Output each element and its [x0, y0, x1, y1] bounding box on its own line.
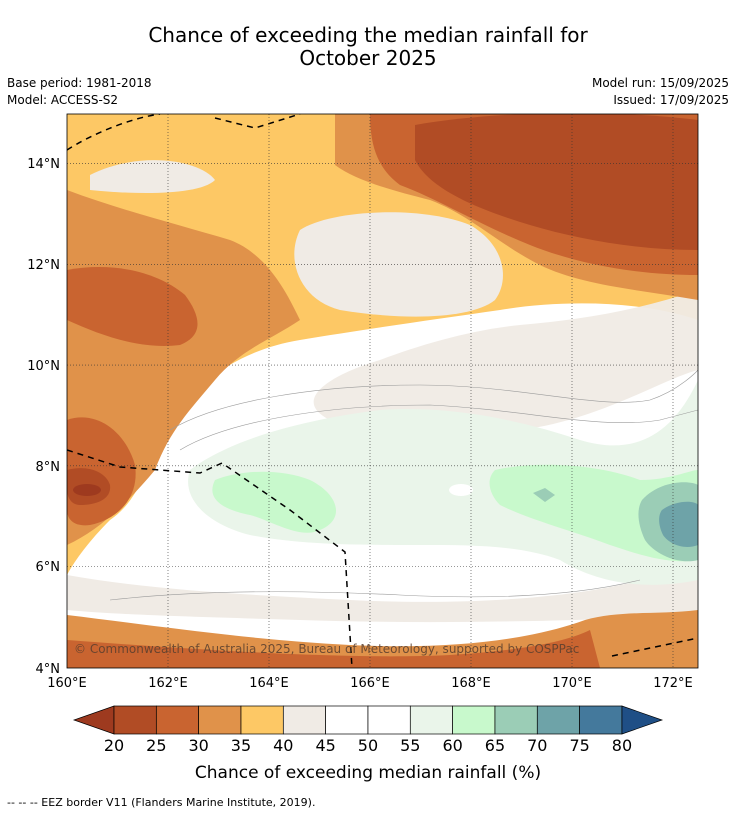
- lon-label-160e: 160°E: [47, 676, 87, 691]
- chart-title-line1: Chance of exceeding the median rainfall …: [148, 23, 588, 47]
- colorbar-tick-label: 45: [315, 736, 335, 755]
- colorbar-segment: [240, 705, 284, 735]
- lon-label-166e: 166°E: [350, 676, 390, 691]
- colorbar-segment: [113, 705, 157, 735]
- colorbar-tick-label: 40: [273, 736, 293, 755]
- colorbar-extend-high: [621, 705, 664, 735]
- colorbar-segment: [494, 705, 538, 735]
- colorbar-tick-label: 20: [104, 736, 124, 755]
- issued-date-text: Issued: 17/09/2025: [613, 93, 729, 107]
- colorbar-segment: [325, 705, 369, 735]
- lon-label-164e: 164°E: [249, 676, 289, 691]
- lat-label-14n: 14°N: [27, 157, 60, 172]
- lat-label-8n: 8°N: [36, 460, 61, 475]
- colorbar-segment: [452, 705, 496, 735]
- colorbar-segment: [198, 705, 242, 735]
- colorbar-segment: [536, 705, 580, 735]
- lat-label-10n: 10°N: [27, 359, 60, 374]
- colorbar-tick-label: 55: [400, 736, 420, 755]
- colorbar-tick-label: 25: [146, 736, 166, 755]
- colorbar-segment: [155, 705, 200, 735]
- colorbar-label: Chance of exceeding median rainfall (%): [195, 763, 541, 783]
- colorbar-tick-label: 60: [442, 736, 462, 755]
- lon-label-162e: 162°E: [148, 676, 188, 691]
- colorbar-tick-label: 80: [612, 736, 632, 755]
- colorbar-tick-label: 50: [358, 736, 378, 755]
- chart-title-line2: October 2025: [299, 46, 437, 70]
- colorbar-tick-label: 35: [231, 736, 251, 755]
- colorbar-extend-low: [72, 705, 115, 735]
- colorbar-tick-label: 70: [527, 736, 547, 755]
- eez-footnote: -- -- -- EEZ border V11 (Flanders Marine…: [7, 796, 316, 809]
- lon-label-170e: 170°E: [552, 676, 592, 691]
- colorbar-segment: [367, 705, 411, 735]
- model-name-text: Model: ACCESS-S2: [7, 93, 119, 107]
- lat-label-12n: 12°N: [27, 258, 60, 273]
- map-frame: [66, 113, 699, 669]
- colorbar: 20 25 30 35 40 45 50 55 60 65 70 75 80: [72, 705, 664, 755]
- lon-label-172e: 172°E: [653, 676, 693, 691]
- base-period-text: Base period: 1981-2018: [7, 76, 152, 90]
- map-field: [67, 114, 698, 668]
- colorbar-segment: [579, 705, 623, 735]
- colorbar-segment: [282, 705, 327, 735]
- colorbar-tick-label: 65: [485, 736, 505, 755]
- colorbar-tick-label: 75: [569, 736, 589, 755]
- copyright-text: © Commonwealth of Australia 2025, Bureau…: [74, 642, 579, 656]
- colorbar-segment: [409, 705, 453, 735]
- lat-label-4n: 4°N: [36, 662, 61, 677]
- colorbar-tick-label: 30: [188, 736, 208, 755]
- lat-label-6n: 6°N: [36, 560, 61, 575]
- model-run-text: Model run: 15/09/2025: [591, 76, 729, 90]
- lon-label-168e: 168°E: [451, 676, 491, 691]
